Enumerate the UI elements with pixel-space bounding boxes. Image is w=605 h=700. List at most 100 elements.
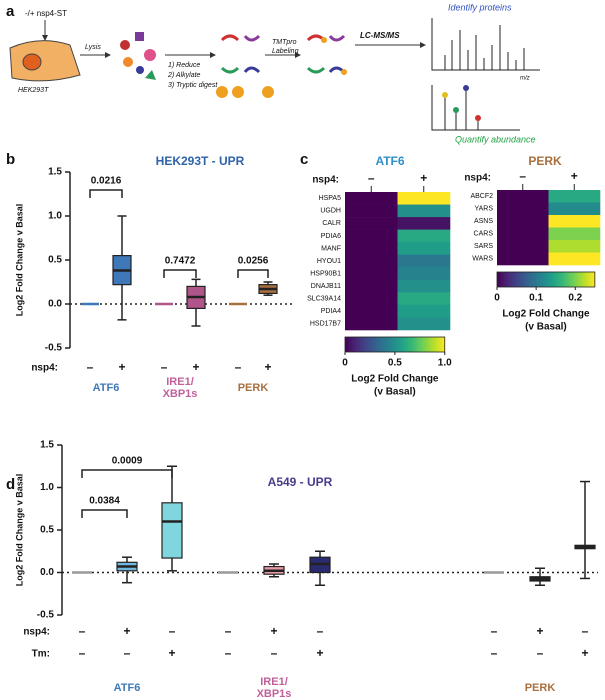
sign-label: – — [491, 646, 498, 660]
heatmap-cell — [497, 202, 549, 216]
heatmap-cell — [548, 227, 601, 241]
y-tick-label: 1.0 — [48, 211, 62, 222]
heatmap-cell — [397, 267, 451, 281]
heatmap-cell — [497, 252, 549, 266]
sign-label: + — [123, 624, 130, 638]
heatmap-cell — [345, 204, 398, 218]
column-header: – — [368, 171, 375, 185]
row-label: DNAJB11 — [311, 283, 341, 290]
workflow-diagram: a -/+ nsp4-ST HEK293T Lysis 1) Reduce 2)… — [6, 2, 540, 144]
heatmap-cell — [497, 240, 549, 253]
proteins — [120, 32, 156, 80]
significance-bracket — [89, 189, 123, 198]
heatmap-cell — [397, 279, 451, 293]
row-label: nsp4: — [31, 363, 58, 374]
column-header: + — [571, 169, 578, 183]
panel-letter: b — [6, 151, 15, 168]
significance-bracket — [237, 269, 269, 278]
heatmap-cell — [345, 292, 398, 306]
p-value: 0.0384 — [89, 496, 120, 507]
sign-label: – — [79, 646, 86, 660]
p-value: 0.0256 — [238, 256, 269, 267]
sign-label: – — [225, 646, 232, 660]
sign-label: + — [264, 360, 271, 374]
sign-label: + — [536, 624, 543, 638]
mz-label: m/z — [520, 76, 530, 82]
column-label: nsp4: — [312, 175, 339, 186]
panel-letter: c — [300, 151, 308, 168]
spectrum-axes — [431, 18, 540, 71]
sign-label: – — [271, 646, 278, 660]
heatmap-cell — [345, 192, 398, 205]
heatmap-cell — [397, 292, 451, 306]
heatmap-cell — [397, 192, 451, 205]
chart-title: HEK293T - UPR — [156, 154, 245, 168]
heatmap-cell — [345, 242, 398, 256]
sign-label: – — [124, 646, 131, 660]
sign-label: – — [317, 624, 324, 638]
significance-bracket — [81, 509, 128, 518]
sign-label: + — [192, 360, 199, 374]
panel-letter: d — [6, 476, 15, 493]
p-value: 0.0009 — [112, 456, 143, 467]
labeling: Labeling — [272, 48, 299, 55]
heatmap-cell — [345, 304, 398, 318]
y-tick-label: 0.0 — [48, 299, 62, 310]
y-axis-label: Log2 Fold Change v Basal — [14, 204, 24, 317]
row-label: Tm: — [32, 649, 50, 660]
step: 3) Tryptic digest — [168, 82, 218, 89]
row-label: YARS — [474, 206, 493, 213]
sign-label: + — [316, 646, 323, 660]
heatmap-cell — [548, 252, 601, 266]
y-tick-label: 1.0 — [40, 482, 54, 493]
sign-label: + — [581, 646, 588, 660]
reporter-axes — [431, 85, 520, 131]
row-label: WARS — [472, 256, 493, 263]
colorbar-tick-label: 0 — [342, 358, 348, 369]
ms-label: LC-MS/MS — [360, 31, 400, 40]
box — [161, 502, 183, 559]
heatmap-cell — [397, 229, 451, 243]
significance-bracket — [163, 269, 197, 278]
colorbar-label: (v Basal) — [525, 322, 567, 333]
sign-label: – — [491, 624, 498, 638]
heatmap-cell — [345, 279, 398, 293]
heatmap-cell — [497, 215, 549, 228]
step-label: Lysis — [85, 44, 101, 51]
heatmap-cell — [548, 240, 601, 253]
step: 2) Alkylate — [167, 72, 201, 79]
labeling: TMTpro — [272, 39, 297, 46]
heatmap-cell — [397, 217, 451, 230]
colorbar-tick-label: 1.0 — [438, 358, 452, 369]
p-value: 0.0216 — [91, 176, 122, 187]
cell — [9, 40, 81, 82]
row-label: ASNS — [474, 218, 493, 225]
sign-label: + — [168, 646, 175, 660]
colorbar — [344, 336, 446, 353]
sign-label: + — [118, 360, 125, 374]
y-tick-label: 1.5 — [40, 440, 54, 451]
column-header: – — [519, 169, 526, 183]
row-label: SARS — [474, 243, 493, 250]
sign-label: – — [87, 360, 94, 374]
row-label: CALR — [322, 220, 341, 227]
step: 1) Reduce — [168, 62, 200, 69]
group-label: ATF6 — [114, 682, 141, 694]
sign-label: – — [225, 624, 232, 638]
nucleus — [22, 53, 42, 71]
group-label: ATF6 — [93, 382, 120, 394]
colorbar-tick-label: 0.1 — [529, 293, 543, 304]
heatmap-cell — [397, 304, 451, 318]
y-tick-label: -0.5 — [37, 610, 55, 621]
group-label: XBP1s — [257, 688, 292, 700]
treatment: -/+ nsp4-ST — [25, 9, 67, 18]
row-label: SLC39A14 — [307, 295, 341, 302]
chart-title: A549 - UPR — [268, 475, 333, 489]
y-tick-label: 0.5 — [40, 525, 54, 536]
group-label: PERK — [238, 382, 269, 394]
row-label: PDIA4 — [321, 308, 341, 315]
heatmap-cell — [345, 217, 398, 230]
heatmap-cell — [548, 190, 601, 203]
cell-line: HEK293T — [18, 87, 49, 94]
